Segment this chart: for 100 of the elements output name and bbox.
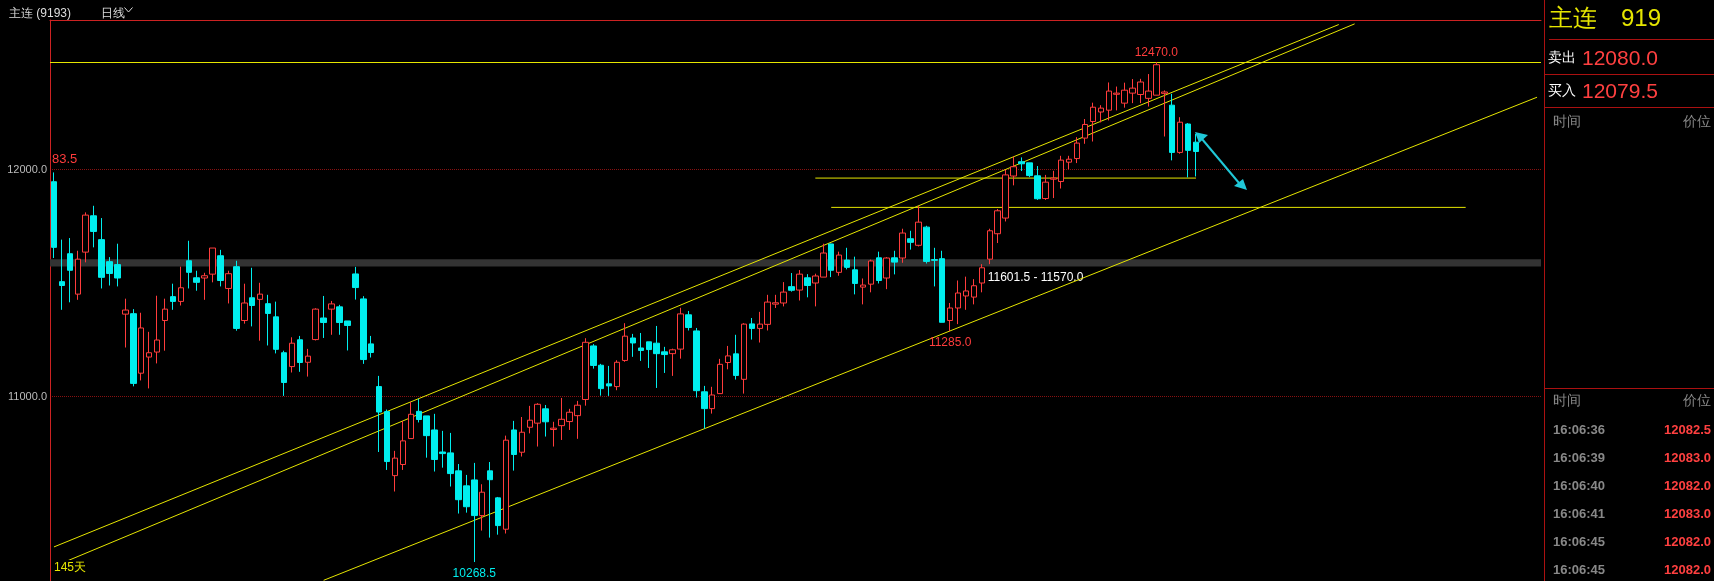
candlestick <box>788 272 795 293</box>
text: 时间 <box>1553 392 1581 410</box>
candlestick <box>979 263 985 293</box>
candlestick <box>186 240 192 289</box>
candlestick <box>804 273 811 298</box>
candlestick <box>709 386 715 415</box>
candlestick <box>1185 122 1191 178</box>
candlestick <box>1098 104 1104 123</box>
candlestick <box>209 247 216 283</box>
candlestick <box>947 302 953 332</box>
candlestick <box>614 359 620 391</box>
candlestick <box>225 270 232 304</box>
candlestick <box>90 205 97 248</box>
text: 12082.5 <box>1664 421 1711 437</box>
candlestick <box>883 256 890 290</box>
candlestick <box>59 239 65 311</box>
candlestick <box>408 401 414 440</box>
candlestick <box>630 333 636 358</box>
chart-subtitle: 日线 <box>101 6 125 20</box>
candlestick <box>622 322 628 363</box>
text: 12082.0 <box>1664 561 1711 577</box>
candlestick <box>122 298 129 349</box>
candlestick <box>828 243 834 278</box>
candlestick <box>1082 118 1088 145</box>
candlestick <box>289 336 295 373</box>
candlestick <box>67 237 73 303</box>
candlestick <box>273 301 279 354</box>
candlestick <box>741 322 747 395</box>
candlestick <box>891 250 898 275</box>
text: 16:06:45 <box>1553 561 1606 577</box>
candlestick <box>638 332 644 362</box>
candlestick <box>1177 116 1183 155</box>
candlestick <box>717 358 723 395</box>
candlestick <box>749 317 755 341</box>
annotation: 10268.5 <box>452 565 497 580</box>
candlestick <box>836 251 842 277</box>
candlestick <box>320 295 327 339</box>
text: 卖出 <box>1548 49 1576 67</box>
candlestick <box>868 259 874 293</box>
candlestick <box>479 483 485 532</box>
text: 12080.0 <box>1582 46 1658 70</box>
text: 16:06:41 <box>1553 505 1606 521</box>
text: 价位 <box>1683 113 1711 131</box>
text: 12082.0 <box>1664 533 1711 549</box>
candlestick <box>328 300 335 336</box>
text: 12083.0 <box>1664 505 1711 521</box>
candlestick <box>352 266 359 301</box>
candlestick <box>511 420 517 472</box>
candlestick <box>725 345 731 370</box>
candlestick <box>1193 133 1199 177</box>
candlestick <box>233 260 240 332</box>
candlestick <box>685 310 692 331</box>
candlestick <box>51 171 57 259</box>
candlestick <box>297 335 303 373</box>
text: 时间 <box>1553 113 1581 131</box>
text: 16:06:45 <box>1553 533 1606 549</box>
candlestick <box>852 256 858 295</box>
candlestick <box>75 250 81 301</box>
candlestick <box>162 298 168 352</box>
chart-title: 主连 (9193) <box>9 6 72 20</box>
y-tick-label: 11000.0 <box>8 389 47 402</box>
candlestick <box>519 416 525 458</box>
candlestick <box>1169 93 1175 161</box>
candlestick <box>1042 174 1049 201</box>
candlestick <box>384 409 390 471</box>
candlestick <box>217 249 224 287</box>
y-tick-label: 12000.0 <box>7 162 47 175</box>
candlestick <box>503 435 509 535</box>
candlestick <box>844 247 850 270</box>
candlestick <box>733 334 739 381</box>
candlestick <box>693 327 700 398</box>
candlestick <box>138 312 144 381</box>
candlestick <box>201 272 208 301</box>
annotation: 12470.0 <box>1134 44 1179 59</box>
text: 主连 919 <box>1549 2 1714 40</box>
text: 12079.5 <box>1582 79 1658 103</box>
candlestick <box>193 270 200 292</box>
text: 16:06:40 <box>1553 477 1606 493</box>
candlestick <box>876 251 882 284</box>
candlestick <box>582 337 589 407</box>
candlestick <box>606 365 612 397</box>
text: 买入 <box>1548 82 1576 100</box>
candlestick <box>963 276 969 311</box>
candlestick <box>1074 136 1080 164</box>
candlestick <box>178 266 184 306</box>
annotation: 83.5 <box>52 151 78 166</box>
annotation: 145天 <box>54 560 87 574</box>
annotation: 11285.0 <box>928 334 972 349</box>
candlestick <box>542 404 549 438</box>
candlestick <box>495 496 501 536</box>
candlestick <box>907 230 914 251</box>
band-label: 11601.5 - 11570.0 <box>987 270 1084 285</box>
candlestick <box>257 282 263 342</box>
candlestick <box>305 348 311 378</box>
candlestick <box>550 421 557 448</box>
candlestick <box>899 228 906 264</box>
candlestick <box>154 295 160 364</box>
candlestick <box>860 277 866 305</box>
text: 16:06:39 <box>1553 449 1606 465</box>
candlestick <box>701 385 708 430</box>
